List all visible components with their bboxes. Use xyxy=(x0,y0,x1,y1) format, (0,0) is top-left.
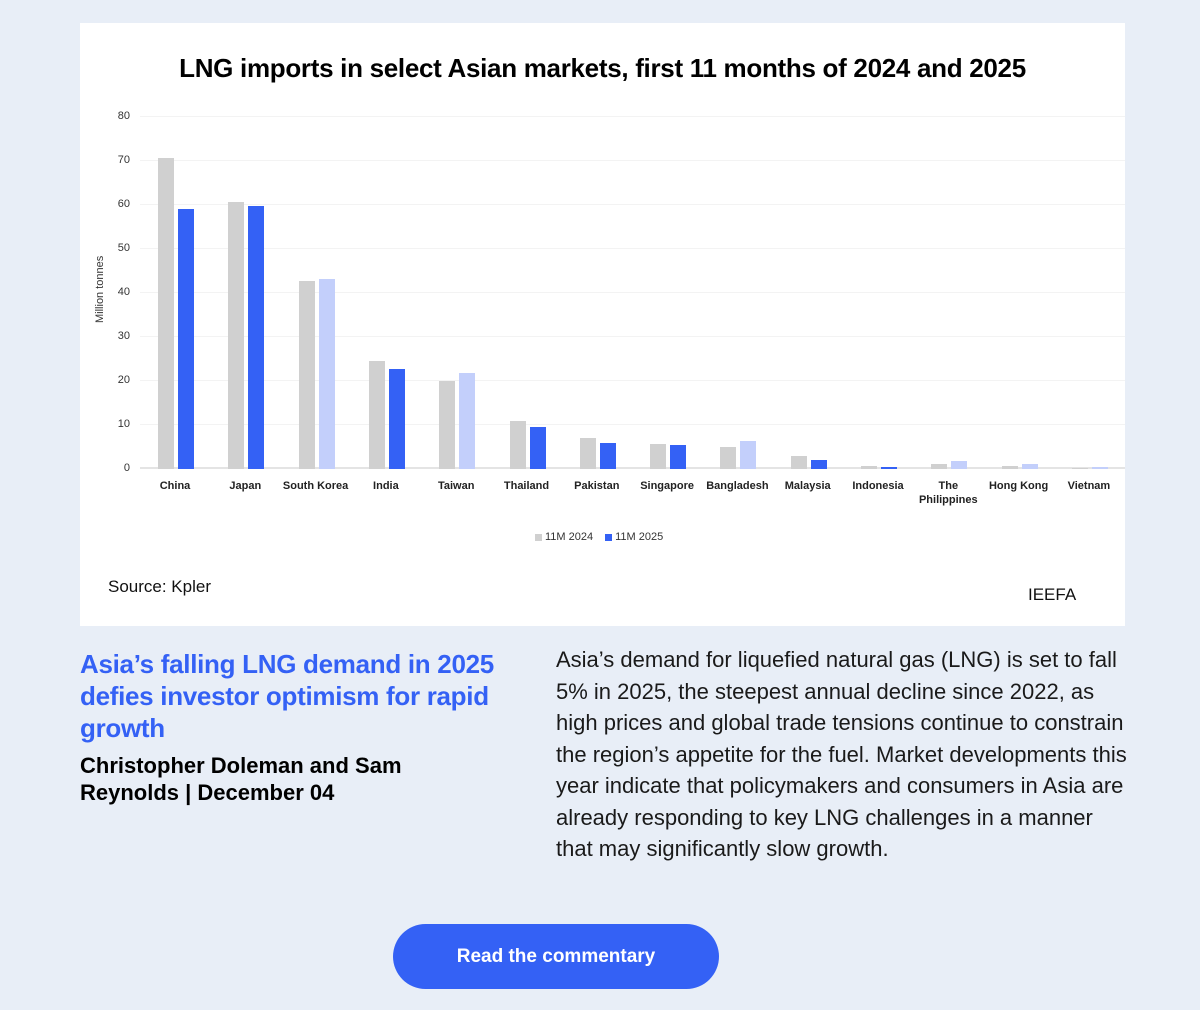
y-tick-label: 60 xyxy=(117,198,130,210)
bar-group xyxy=(913,117,983,469)
gridline xyxy=(140,467,1125,469)
gridline xyxy=(140,380,1125,381)
x-tick-label: Malaysia xyxy=(784,480,831,492)
legend-item: 11M 2025 xyxy=(605,531,663,543)
bar-2025 xyxy=(248,205,265,469)
bar-group xyxy=(140,117,210,469)
bar-group xyxy=(421,117,491,469)
bar-2025 xyxy=(1091,467,1108,469)
bar-2024 xyxy=(368,361,385,469)
gridline xyxy=(140,336,1125,337)
y-tick-label: 70 xyxy=(117,154,130,166)
bar-2024 xyxy=(439,381,456,469)
article-byline: Christopher Doleman and Sam Reynolds | D… xyxy=(80,753,402,805)
bar-2025 xyxy=(881,466,897,469)
bar-group xyxy=(281,117,351,469)
gridline xyxy=(140,160,1125,161)
bar-group xyxy=(843,117,913,469)
bar-group xyxy=(632,117,702,469)
legend: 11M 2024 11M 2025 xyxy=(535,531,663,543)
x-tick-label: China xyxy=(159,480,191,492)
x-tick-label: India xyxy=(373,480,399,492)
plot-area: 0 10 20 30 40 50 60 70 80 China Japan South Korea In… xyxy=(118,110,1125,506)
bar-group xyxy=(702,117,772,469)
bar-2024 xyxy=(650,443,667,469)
credit-label: IEEFA xyxy=(1028,585,1077,604)
bar-2024 xyxy=(298,281,315,469)
bar-group xyxy=(562,117,632,469)
bar-2024 xyxy=(228,201,245,469)
x-tick-label: Japan xyxy=(229,480,262,492)
x-tick-label: South Korea xyxy=(282,480,349,492)
x-tick-label: Thailand xyxy=(503,480,550,492)
bar-2025 xyxy=(178,208,194,469)
gridline xyxy=(140,248,1125,249)
legend-swatch-icon xyxy=(535,533,542,541)
bar-2024 xyxy=(931,463,948,469)
x-tick-label: Vietnam xyxy=(1067,480,1111,492)
legend-item: 11M 2024 xyxy=(535,531,593,543)
x-tick-label: Taiwan xyxy=(437,480,475,492)
x-tick-label: Singapore xyxy=(640,480,694,492)
bar-2024 xyxy=(720,447,737,469)
legend-label: 11M 2025 xyxy=(615,531,664,543)
bar-group xyxy=(773,117,843,469)
gridline xyxy=(140,424,1125,425)
y-tick-label: 30 xyxy=(117,330,130,342)
bar-2025 xyxy=(670,444,687,469)
article-title[interactable]: Asia’s falling LNG demand in 2025 defies… xyxy=(80,649,494,743)
x-tick-label: The Philippines xyxy=(918,480,978,506)
y-tick-label: 10 xyxy=(117,418,130,430)
y-tick-label: 20 xyxy=(117,374,130,386)
bar-group xyxy=(984,117,1054,469)
bar-2025 xyxy=(1021,464,1038,469)
bar-2025 xyxy=(951,461,968,469)
bar-2024 xyxy=(1001,465,1018,469)
legend-swatch-icon xyxy=(605,533,613,541)
bar-group xyxy=(492,117,562,469)
x-tick-label: Bangladesh xyxy=(706,480,769,492)
bar-2024 xyxy=(1071,467,1088,469)
bar-group xyxy=(351,117,421,469)
bar-2024 xyxy=(861,465,877,469)
y-tick-label: 80 xyxy=(117,110,130,122)
x-tick-label: Pakistan xyxy=(574,480,620,492)
bar-2025 xyxy=(740,440,757,469)
y-tick-label: 40 xyxy=(117,286,130,298)
bar-2025 xyxy=(388,369,405,469)
bar-group xyxy=(210,117,280,469)
bar-2024 xyxy=(790,455,807,469)
bar-2025 xyxy=(318,278,335,469)
gridline xyxy=(140,204,1125,205)
bar-2024 xyxy=(579,438,596,469)
bar-2025 xyxy=(810,460,827,469)
chart-title: LNG imports in select Asian markets, fir… xyxy=(179,53,1026,83)
legend-label: 11M 2024 xyxy=(545,531,594,543)
x-tick-label: Hong Kong xyxy=(988,480,1049,492)
y-tick-label: 50 xyxy=(117,242,130,254)
article-summary: Asia’s demand for liquefied natural gas … xyxy=(556,647,1127,861)
bar-2025 xyxy=(529,427,546,469)
bar-2024 xyxy=(509,421,526,469)
chart-card: LNG imports in select Asian markets, fir… xyxy=(80,23,1125,626)
bar-2025 xyxy=(459,373,476,469)
read-commentary-button[interactable]: Read the commentary xyxy=(393,924,719,989)
gridline xyxy=(140,116,1125,117)
bar-2024 xyxy=(158,157,174,469)
source-note: Source: Kpler xyxy=(108,577,211,596)
y-tick-label: 0 xyxy=(123,462,130,474)
bar-2025 xyxy=(599,443,616,469)
x-tick-label: Indonesia xyxy=(852,480,904,492)
gridline xyxy=(140,292,1125,293)
bar-group xyxy=(1054,117,1124,469)
